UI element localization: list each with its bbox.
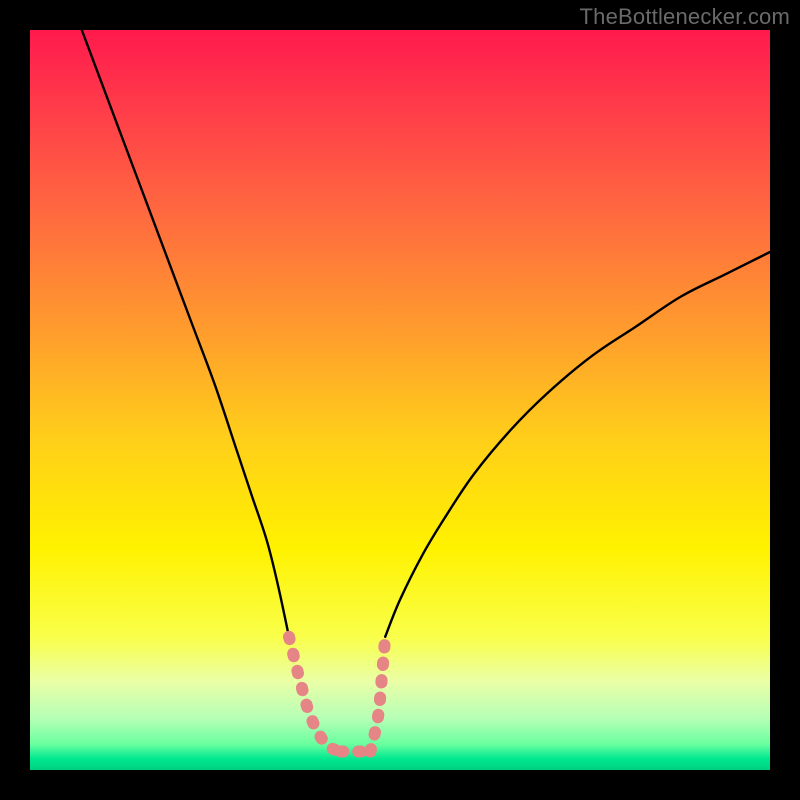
chart-frame: TheBottlenecker.com <box>0 0 800 800</box>
chart-plot <box>30 30 770 770</box>
watermark-text: TheBottlenecker.com <box>580 4 790 30</box>
gradient-background <box>30 30 770 770</box>
